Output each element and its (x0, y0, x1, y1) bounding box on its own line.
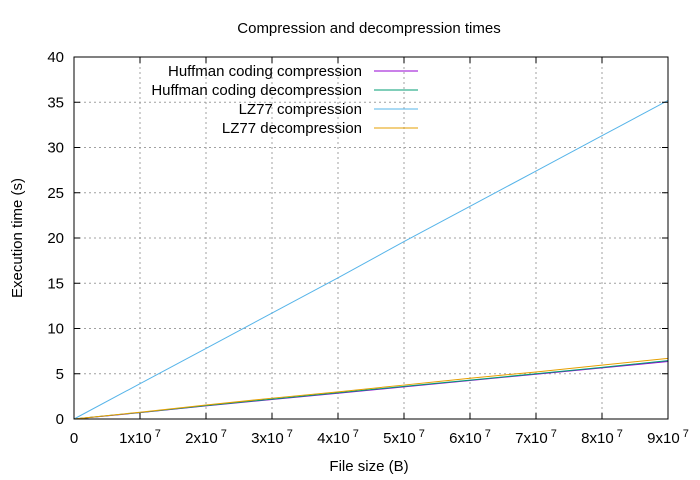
legend-label-1: Huffman coding decompression (151, 82, 362, 99)
legend-label-2: LZ77 compression (239, 101, 362, 118)
x-tick-label: 1x10 7 (119, 428, 161, 447)
y-tick-label: 40 (47, 49, 64, 66)
y-tick-label: 30 (47, 140, 64, 157)
x-tick-label: 8x10 7 (581, 428, 623, 447)
x-tick-labels: 0 1x10 7 2x10 7 3x10 7 4x10 7 5x10 7 6x10 7 7x10 7 8x10… (70, 428, 689, 447)
y-tick-labels: 0 5 10 15 20 25 30 35 40 (47, 49, 64, 428)
x-tick-label: 7x10 7 (515, 428, 557, 447)
series-line-3 (73, 357, 669, 420)
grid (74, 57, 668, 419)
series-lines (73, 99, 669, 420)
x-tick-label: 6x10 7 (449, 428, 491, 447)
y-tick-label: 35 (47, 94, 64, 111)
x-tick-label: 2x10 7 (185, 428, 227, 447)
y-tick-label: 15 (47, 275, 64, 292)
y-tick-label: 20 (47, 230, 64, 247)
ticks (73, 56, 669, 420)
y-tick-label: 10 (47, 321, 64, 338)
x-tick-label: 5x10 7 (383, 428, 425, 447)
series-line-2 (73, 99, 669, 420)
legend: Huffman coding compression Huffman coding… (151, 63, 418, 137)
x-tick-label: 0 (70, 430, 78, 447)
y-axis-label: Execution time (s) (9, 178, 26, 298)
chart-title: Compression and decompression times (237, 20, 500, 37)
x-tick-label: 4x10 7 (317, 428, 359, 447)
y-tick-label: 25 (47, 185, 64, 202)
x-axis-label: File size (B) (329, 458, 408, 475)
x-tick-label: 9x10 7 (647, 428, 689, 447)
legend-label-3: LZ77 decompression (222, 120, 362, 137)
x-tick-label: 3x10 7 (251, 428, 293, 447)
series-line-1 (73, 360, 669, 420)
y-tick-label: 0 (56, 411, 64, 428)
y-tick-label: 5 (56, 366, 64, 383)
legend-label-0: Huffman coding compression (168, 63, 362, 80)
